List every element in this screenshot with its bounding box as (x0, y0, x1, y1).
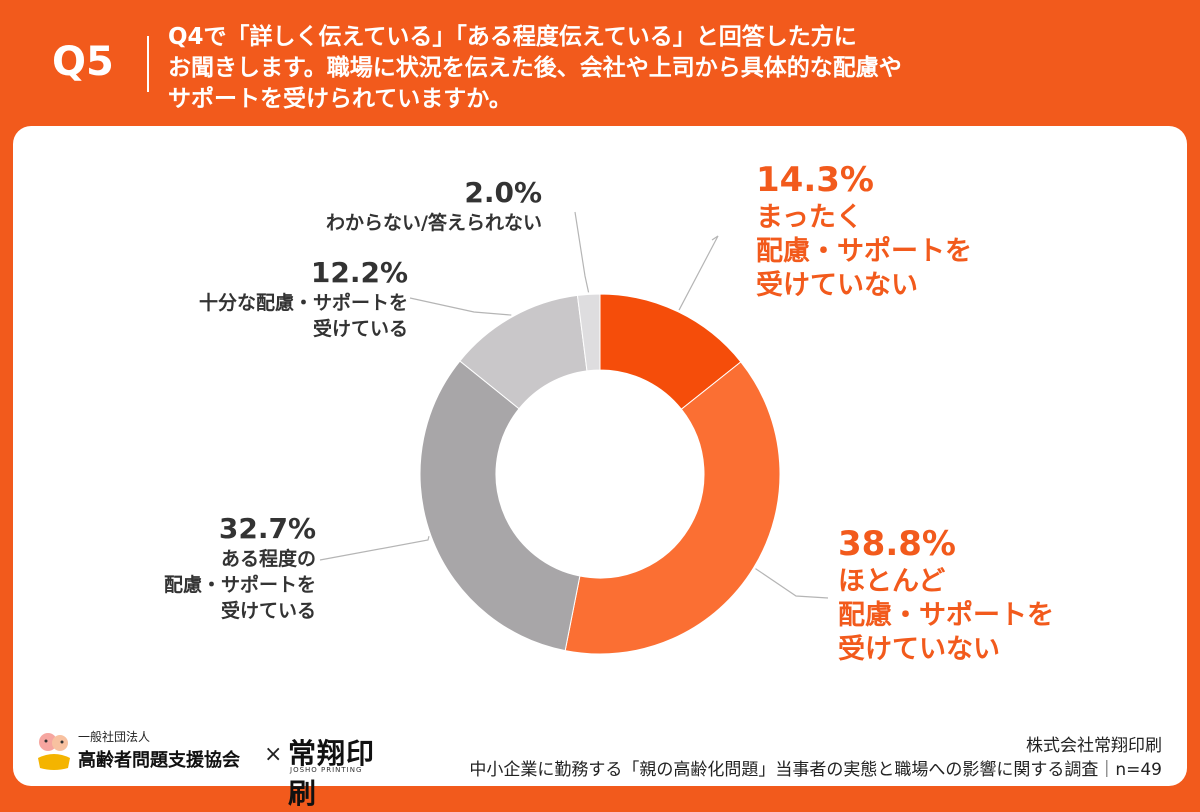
slice-text: まったく (756, 201, 863, 233)
survey-title: 中小企業に勤務する「親の高齢化問題」当事者の実態と職場への影響に関する調査｜n=… (469, 760, 1162, 780)
header-divider (147, 36, 149, 92)
times-symbol: × (264, 742, 283, 767)
question-line: お聞きします。職場に状況を伝えた後、会社や上司から具体的な配慮や (168, 55, 902, 81)
question-number: Q5 (52, 39, 114, 85)
slice-label-somewhat: 32.7% ある程度の 配慮・サポートを 受けている (120, 512, 316, 624)
company-name: 株式会社常翔印刷 (1026, 736, 1162, 756)
question-text: Q4で「詳しく伝えている」「ある程度伝えている」と回答した方に お聞きします。職… (168, 22, 1168, 115)
slice-label-hardly: 38.8% ほとんど 配慮・サポートを 受けていない (838, 524, 1054, 667)
chart-panel (13, 126, 1187, 786)
slice-unknown (576, 293, 601, 372)
slice-text: わからない/答えられない (326, 211, 542, 234)
slice-label-not-at-all: 14.3% まったく 配慮・サポートを 受けていない (756, 160, 972, 303)
slice-text: 受けていない (756, 269, 918, 301)
slice-percent: 38.8% (838, 524, 956, 564)
slice-text: 受けている (312, 317, 408, 340)
slice-hardly (564, 361, 781, 655)
leader-line-hardly (755, 568, 829, 599)
leader-line-sufficient (409, 297, 512, 316)
leader-line-unknown (574, 211, 590, 293)
slice-text: 配慮・サポートを (756, 235, 972, 267)
slice-text: ほとんど (838, 565, 946, 597)
brand-subtitle: JOSHO PRINTING (290, 766, 363, 774)
slice-text: 受けている (220, 599, 316, 622)
slice-somewhat (419, 360, 581, 652)
question-line: サポートを受けられていますか。 (168, 86, 512, 112)
question-header: Q5 Q4で「詳しく伝えている」「ある程度伝えている」と回答した方に お聞きしま… (0, 0, 1200, 120)
slice-text: 十分な配慮・サポートを (198, 291, 408, 314)
slice-percent: 2.0% (464, 176, 542, 209)
question-line: Q4で「詳しく伝えている」「ある程度伝えている」と回答した方に (168, 24, 857, 50)
leader-line-somewhat (319, 536, 430, 561)
slice-text: 配慮・サポートを (838, 599, 1054, 631)
slice-percent: 12.2% (310, 256, 408, 289)
slice-label-sufficient: 12.2% 十分な配慮・サポートを 受けている (150, 256, 408, 342)
footer-logos: 一般社団法人 高齢者問題支援協会 × 常翔印刷 JOSHO PRINTING (34, 724, 394, 810)
slice-text: 配慮・サポートを (163, 573, 316, 596)
slice-percent: 14.3% (756, 160, 874, 200)
slice-text: ある程度の (220, 547, 316, 570)
leader-line-not-at-all (678, 235, 719, 311)
org-type: 一般社団法人 (78, 730, 151, 744)
slice-label-unknown: 2.0% わからない/答えられない (280, 176, 542, 236)
slice-percent: 32.7% (218, 512, 316, 545)
mascot-logo-icon (38, 733, 70, 770)
org-name: 高齢者問題支援協会 (78, 750, 240, 771)
footer-source: 株式会社常翔印刷 中小企業に勤務する「親の高齢化問題」当事者の実態と職場への影響… (469, 734, 1162, 782)
slice-text: 受けていない (838, 633, 1000, 665)
